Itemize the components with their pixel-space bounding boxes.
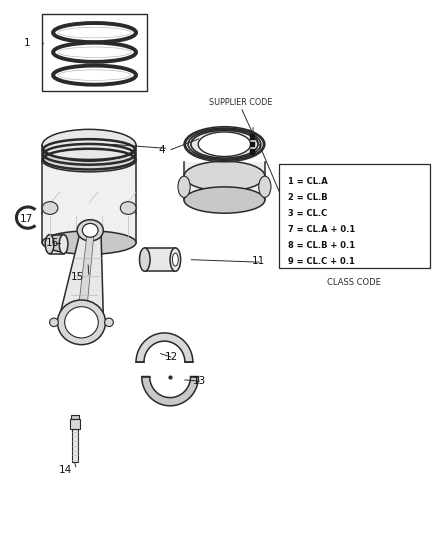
Text: 11: 11 xyxy=(252,256,265,266)
Ellipse shape xyxy=(184,127,265,162)
Polygon shape xyxy=(49,235,64,254)
Ellipse shape xyxy=(45,235,54,254)
Text: 3 = CL.C: 3 = CL.C xyxy=(288,209,327,218)
Ellipse shape xyxy=(58,70,131,80)
Bar xyxy=(42,14,147,91)
Text: 16: 16 xyxy=(46,238,59,247)
Text: SUPPLIER CODE: SUPPLIER CODE xyxy=(209,98,272,107)
Text: CLASS CODE: CLASS CODE xyxy=(328,278,381,287)
Polygon shape xyxy=(184,162,265,200)
FancyBboxPatch shape xyxy=(279,164,430,268)
Text: 9 = CL.C + 0.1: 9 = CL.C + 0.1 xyxy=(288,257,355,266)
Text: 1: 1 xyxy=(24,38,30,48)
Text: 2 = CL.B: 2 = CL.B xyxy=(288,193,328,202)
Ellipse shape xyxy=(170,248,180,271)
Bar xyxy=(72,429,78,462)
Polygon shape xyxy=(145,248,175,271)
Polygon shape xyxy=(77,237,94,320)
Bar xyxy=(70,419,80,429)
Ellipse shape xyxy=(42,149,136,172)
Ellipse shape xyxy=(53,66,136,85)
Text: 14: 14 xyxy=(59,465,72,474)
Polygon shape xyxy=(60,236,103,329)
Ellipse shape xyxy=(178,176,190,197)
Ellipse shape xyxy=(198,132,251,157)
Ellipse shape xyxy=(53,23,136,42)
Text: 7 = CL.A + 0.1: 7 = CL.A + 0.1 xyxy=(288,225,355,234)
Ellipse shape xyxy=(184,187,265,213)
Ellipse shape xyxy=(59,235,68,254)
Ellipse shape xyxy=(58,47,131,58)
Ellipse shape xyxy=(139,248,150,271)
Ellipse shape xyxy=(120,201,136,214)
Bar xyxy=(250,134,255,140)
Text: 15: 15 xyxy=(71,272,84,282)
Polygon shape xyxy=(42,146,136,243)
Ellipse shape xyxy=(58,27,131,38)
Ellipse shape xyxy=(53,43,136,62)
Ellipse shape xyxy=(57,300,106,345)
Polygon shape xyxy=(142,376,198,406)
Bar xyxy=(71,415,78,419)
Ellipse shape xyxy=(42,201,58,214)
Ellipse shape xyxy=(259,176,271,197)
Ellipse shape xyxy=(184,161,265,191)
Ellipse shape xyxy=(173,253,178,266)
Text: 4: 4 xyxy=(159,144,166,155)
Ellipse shape xyxy=(42,130,136,161)
Ellipse shape xyxy=(65,306,98,338)
Ellipse shape xyxy=(42,231,136,254)
Text: 12: 12 xyxy=(164,352,177,362)
Text: 13: 13 xyxy=(193,376,206,386)
Ellipse shape xyxy=(77,220,103,241)
Text: 8 = CL.B + 0.1: 8 = CL.B + 0.1 xyxy=(288,241,355,250)
Text: 1 = CL.A: 1 = CL.A xyxy=(288,177,328,186)
Ellipse shape xyxy=(82,223,98,237)
Bar xyxy=(250,142,255,148)
Ellipse shape xyxy=(49,318,58,327)
Polygon shape xyxy=(136,333,193,362)
Bar xyxy=(250,149,255,155)
Text: 17: 17 xyxy=(19,214,33,224)
Ellipse shape xyxy=(105,318,113,327)
